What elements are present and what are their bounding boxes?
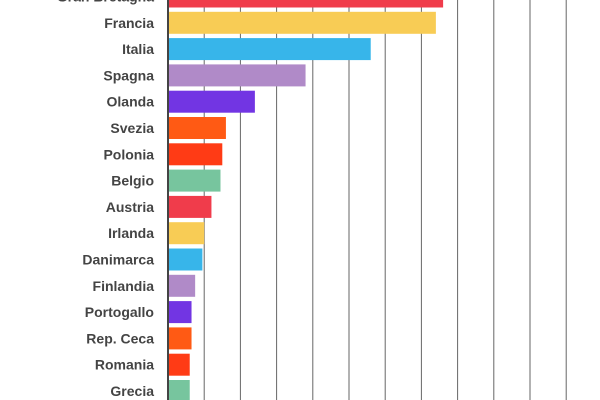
bar-portogallo bbox=[168, 301, 192, 324]
bar-italia bbox=[168, 38, 371, 61]
bar-danimarca bbox=[168, 248, 203, 271]
bar-finlandia bbox=[168, 274, 196, 297]
category-label: Olanda bbox=[107, 94, 155, 110]
category-label: Spagna bbox=[103, 67, 154, 83]
category-label: Gran Bretagna bbox=[57, 0, 154, 5]
bar-svezia bbox=[168, 117, 226, 139]
category-labels: Gran Bretagna Francia Italia Spagna Olanda Sv… bbox=[57, 0, 154, 399]
category-label: Austria bbox=[106, 199, 154, 215]
category-label: Polonia bbox=[103, 146, 154, 162]
category-label: Danimarca bbox=[82, 252, 154, 268]
bar-austria bbox=[168, 195, 212, 218]
category-label: Finlandia bbox=[93, 278, 155, 294]
category-label: Grecia bbox=[110, 383, 154, 399]
bar-irlanda bbox=[168, 222, 205, 245]
bar-rep-ceca bbox=[168, 327, 192, 350]
category-label: Rep. Ceca bbox=[86, 330, 154, 346]
category-label: Italia bbox=[122, 41, 154, 57]
bar-polonia bbox=[168, 143, 223, 166]
category-label: Belgio bbox=[111, 173, 154, 189]
category-label: Romania bbox=[95, 357, 154, 373]
bar-romania bbox=[168, 353, 190, 376]
bars bbox=[168, 0, 444, 400]
bar-gran-bretagna bbox=[168, 0, 444, 8]
category-label: Francia bbox=[104, 15, 154, 31]
bar-grecia bbox=[168, 380, 190, 400]
bar-olanda bbox=[168, 90, 255, 113]
category-label: Portogallo bbox=[85, 304, 154, 320]
category-label: Irlanda bbox=[108, 225, 154, 241]
category-label: Svezia bbox=[110, 120, 154, 136]
bar-francia bbox=[168, 11, 436, 34]
bar-spagna bbox=[168, 64, 306, 87]
bar-belgio bbox=[168, 169, 221, 192]
